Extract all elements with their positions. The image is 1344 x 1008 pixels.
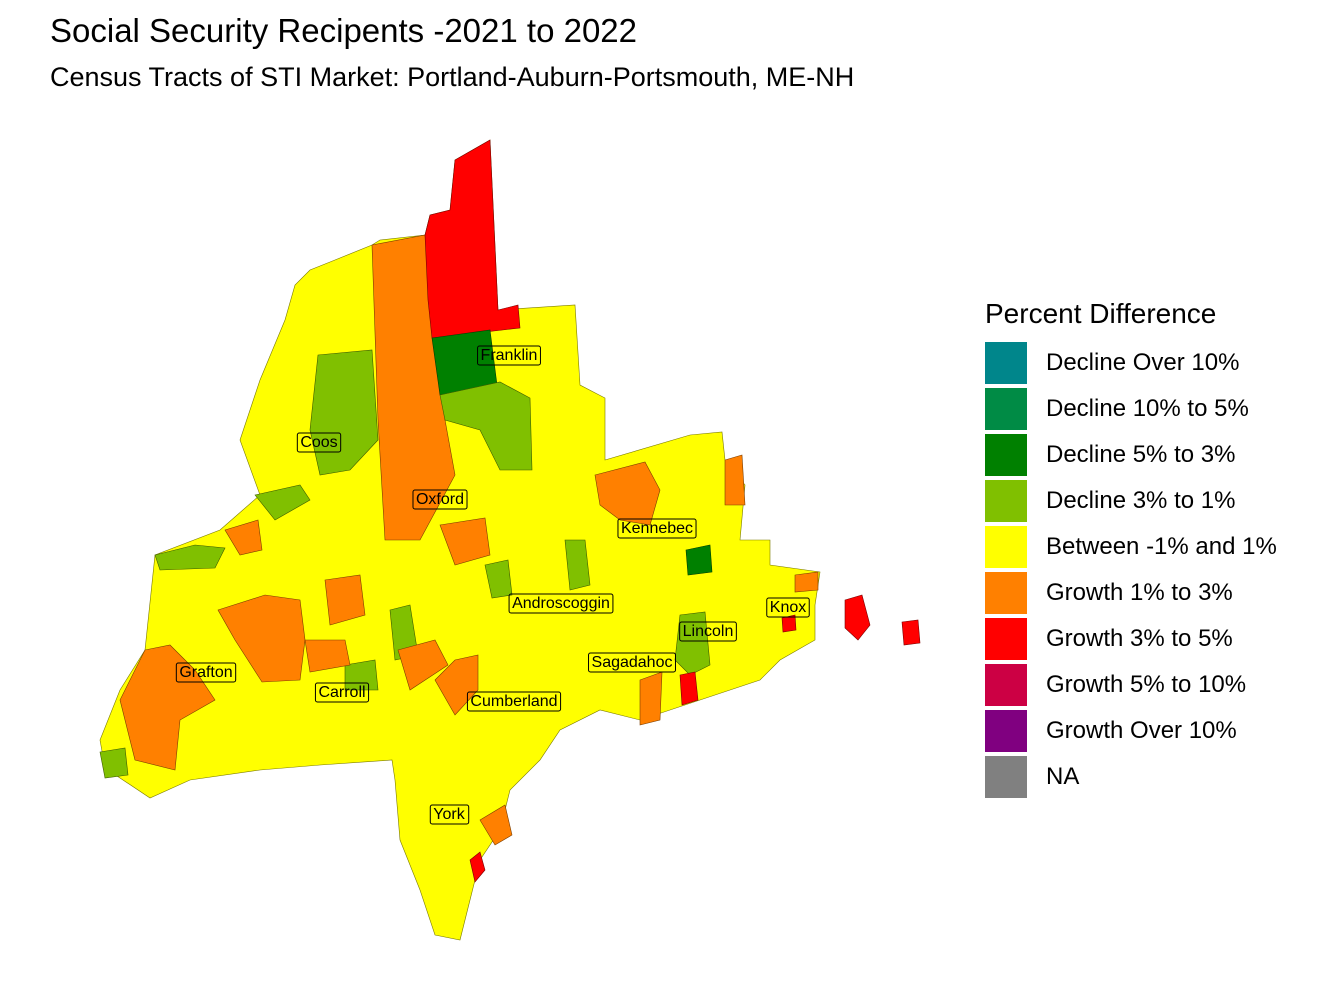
legend-item: Growth Over 10% [985,708,1277,754]
county-label: Oxford [412,489,468,510]
region-franklin-south-decline [439,381,533,471]
region-lincoln-decline [674,611,711,676]
region-island-east-growth [901,619,921,646]
legend-label: Decline Over 10% [1046,349,1240,376]
legend-item: Growth 3% to 5% [985,616,1277,662]
legend-swatch [985,756,1027,798]
region-grafton-growth [119,644,216,771]
legend-swatch [985,480,1027,522]
county-label-text: Oxford [416,491,464,508]
county-label-text: Knox [770,599,806,616]
legend-title: Percent Difference [985,298,1217,329]
region-york-coast-growth [469,851,486,883]
county-label-box [477,345,541,366]
region-kennebec-strong-decline [685,544,713,576]
legend-swatch [985,434,1027,476]
map-subtitle: Census Tracts of STI Market: Portland-Au… [50,62,855,92]
county-label-text: Kennebec [621,520,693,537]
legend-label: Growth Over 10% [1046,717,1237,744]
county-label-text: York [433,806,465,823]
region-lincoln-growth [679,671,699,706]
legend-swatch [985,710,1027,752]
county-label: Franklin [477,345,541,366]
legend-item: NA [985,754,1277,800]
region-sagadahoc-growth [639,671,663,726]
county-label: Cumberland [466,691,562,712]
legend: Percent Difference Decline Over 10% Decl… [985,298,1277,800]
region-york-growth [479,804,513,846]
county-label-box [679,621,737,642]
legend-label: Between -1% and 1% [1046,533,1277,560]
county-label: Androscoggin [508,593,614,614]
legend-label: Growth 5% to 10% [1046,671,1247,698]
county-label-text: Carroll [318,684,365,701]
county-label: Coos [296,432,342,453]
region-kennebec-decline [564,539,591,591]
county-label-box [412,489,468,510]
region-island-growth [844,594,871,641]
county-labels: Franklin Coos Oxford Kennebec Androscoggin Kn… [175,345,810,825]
county-label-box [617,518,697,539]
county-label-text: Androscoggin [512,595,610,612]
county-label: Grafton [175,662,237,683]
region-knox-growth [794,571,819,593]
legend-swatch [985,572,1027,614]
county-label-text: Sagadahoc [592,654,673,671]
region-kennebec-growth [594,461,661,526]
county-label-box [429,804,470,825]
county-label-box [588,652,676,673]
legend-swatch [985,664,1027,706]
legend-item: Growth 1% to 3% [985,570,1277,616]
legend-swatch [985,526,1027,568]
legend-swatch [985,342,1027,384]
legend-swatch [985,618,1027,660]
legend-swatch [985,388,1027,430]
county-label-text: Lincoln [683,623,734,640]
map-title: Social Security Recipents -2021 to 2022 [50,12,638,49]
region-coos-west-decline [254,484,311,521]
county-label-box [296,432,342,453]
legend-item: Decline Over 10% [985,340,1277,386]
legend-label: Decline 10% to 5% [1046,395,1249,422]
legend-label: NA [1046,763,1080,790]
region-franklin-north-growth [424,139,521,339]
county-label-text: Coos [300,434,337,451]
legend-label: Decline 5% to 3% [1046,441,1236,468]
legend-item: Decline 10% to 5% [985,386,1277,432]
county-label: Carroll [314,682,370,703]
region-cumberland-west-growth [397,639,449,691]
county-label: Sagadahoc [588,652,676,673]
region-grafton-south-decline [99,747,129,779]
legend-item: Between -1% and 1% [985,524,1277,570]
region-grafton-north-decline [154,544,226,571]
legend-item: Decline 5% to 3% [985,432,1277,478]
county-label: Lincoln [679,621,737,642]
county-label-box [314,682,370,703]
region-knox-coast-growth [781,614,797,633]
legend-item: Growth 5% to 10% [985,662,1277,708]
region-coos-decline [309,349,379,476]
county-label-box [766,597,810,618]
county-label-box [175,662,237,683]
county-label: York [429,804,470,825]
region-grafton-east-growth [217,594,306,683]
county-label-text: Franklin [481,347,538,364]
region-kennebec-east-growth [724,454,746,506]
county-label-box [508,593,614,614]
region-oxford-west-growth [324,574,366,626]
region-oxford-east-growth [439,517,491,566]
region-coos-south-growth [224,519,263,556]
legend-label: Decline 3% to 1% [1046,487,1236,514]
county-label-text: Grafton [179,664,232,681]
county-label: Kennebec [617,518,697,539]
legend-item: Decline 3% to 1% [985,478,1277,524]
county-label: Knox [766,597,810,618]
county-label-text: Cumberland [470,693,557,710]
legend-label: Growth 1% to 3% [1046,579,1233,606]
legend-label: Growth 3% to 5% [1046,625,1233,652]
region-carroll-growth [304,639,351,673]
region-androscoggin-decline [484,559,513,599]
county-label-box [466,691,562,712]
